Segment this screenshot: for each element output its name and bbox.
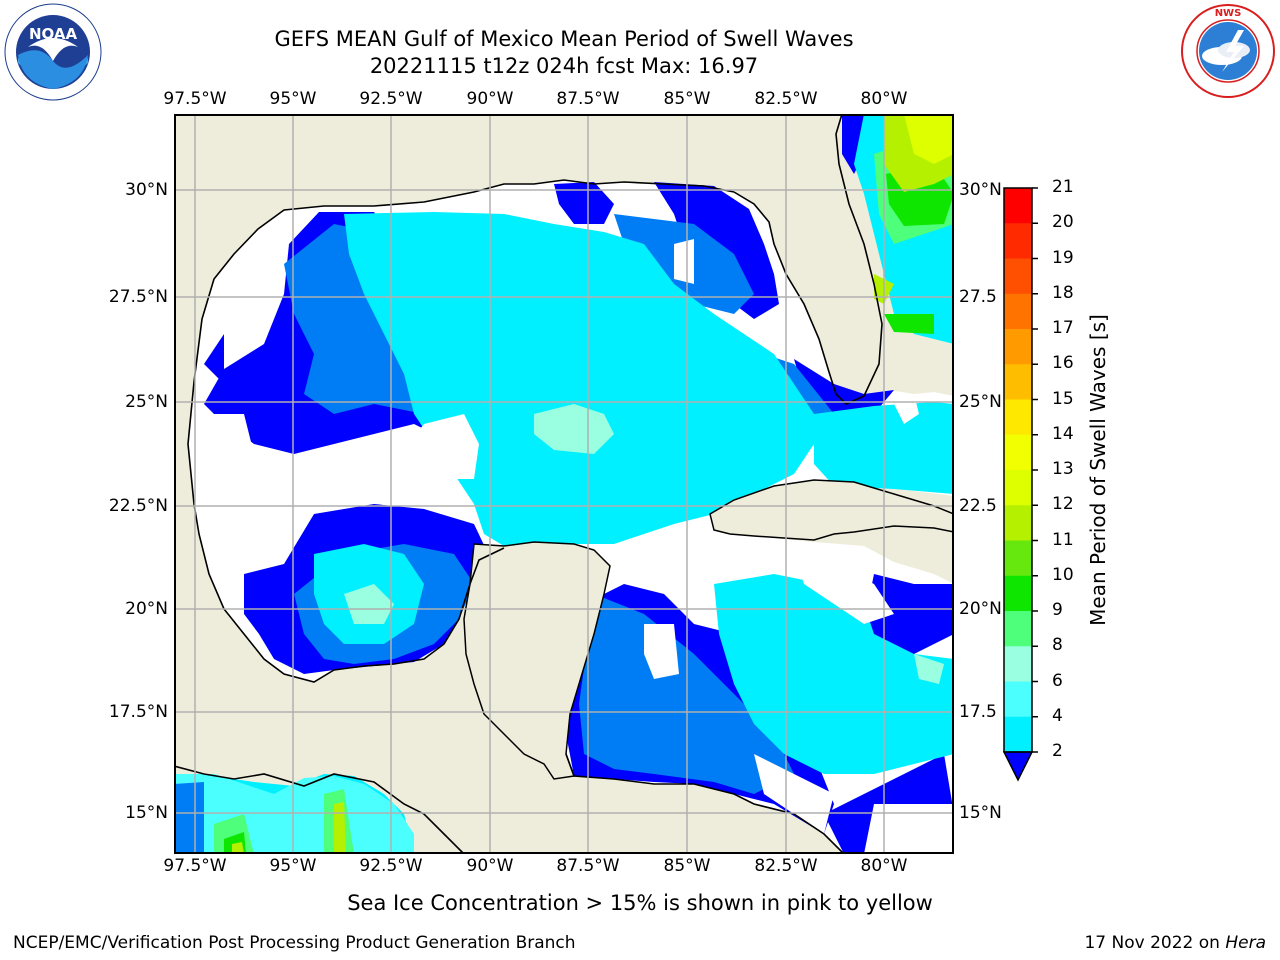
colorbar-band [1004, 716, 1032, 753]
colorbar-band [1004, 505, 1032, 541]
chart-subtitle: 20221115 t12z 024h fcst Max: 16.97 [369, 54, 759, 78]
lat-tick-right: 17.5 [959, 702, 997, 722]
colorbar-band [1004, 611, 1032, 647]
lon-tick-top: 97.5°W [163, 89, 227, 109]
nws-logo-icon: NWS [1181, 4, 1275, 98]
colorbar-tick-label: 2 [1052, 741, 1063, 761]
lon-tick-top: 80°W [860, 89, 908, 109]
lat-tick-left: 25°N [125, 392, 168, 412]
lon-tick-bottom: 92.5°W [359, 856, 423, 876]
colorbar-tick-label: 8 [1052, 635, 1063, 656]
lon-tick-top: 87.5°W [556, 89, 620, 109]
lat-tick-left: 17.5°N [108, 702, 168, 722]
lon-tick-bottom: 85°W [663, 856, 711, 876]
lon-tick-bottom: 97.5°W [163, 856, 227, 876]
cuba-landmass [709, 479, 954, 541]
colorbar-underflow-arrow [1002, 751, 1034, 782]
noaa-logo-icon: NOAA [4, 3, 102, 101]
colorbar-tick-label: 14 [1052, 423, 1074, 444]
colorbar-tick-label: 9 [1052, 600, 1063, 620]
colorbar-tick-label: 19 [1052, 247, 1074, 268]
lon-tick-top: 82.5°W [754, 89, 818, 109]
colorbar-tick-label: 11 [1052, 529, 1074, 550]
graticule [174, 114, 954, 854]
colorbar-band [1004, 681, 1032, 718]
lat-tick-right: 30°N [959, 180, 1002, 200]
lon-tick-top: 85°W [663, 89, 711, 109]
colorbar-band [1004, 575, 1032, 612]
lon-tick-bottom: 82.5°W [754, 856, 818, 876]
lat-tick-right: 27.5 [959, 287, 997, 307]
lat-tick-right: 25°N [959, 392, 1002, 412]
lat-tick-left: 15°N [125, 803, 168, 823]
colorbar-tick-label: 10 [1052, 564, 1074, 585]
lon-tick-bottom: 80°W [860, 856, 908, 876]
colorbar-tick-label: 20 [1052, 212, 1074, 233]
lat-tick-left: 20°N [125, 599, 168, 619]
lon-tick-bottom: 90°W [466, 856, 514, 876]
colorbar-band [1004, 293, 1032, 330]
colorbar-tick-label: 13 [1052, 459, 1074, 479]
swell-atlantic-regions [842, 114, 954, 344]
lon-tick-bottom: 87.5°W [556, 856, 620, 876]
map-frame [174, 114, 954, 854]
colorbar-label: Mean Period of Swell Waves [s] [1086, 314, 1110, 626]
credit-machine: Hera [1225, 933, 1266, 953]
chart-title: GEFS MEAN Gulf of Mexico Mean Period of … [274, 27, 854, 51]
colorbar-band [1004, 470, 1032, 506]
credit-left: NCEP/EMC/Verification Post Processing Pr… [13, 933, 576, 953]
colorbar-band [1004, 223, 1032, 259]
colorbar-band [1004, 434, 1032, 471]
colorbar [1002, 187, 1038, 782]
colorbar-band [1004, 188, 1032, 224]
lon-tick-bottom: 95°W [269, 856, 317, 876]
colorbar-band [1004, 540, 1032, 577]
lon-tick-top: 92.5°W [359, 89, 423, 109]
lat-tick-right: 15°N [959, 803, 1002, 823]
florida-coast [733, 114, 883, 405]
colorbar-band [1004, 364, 1032, 400]
colorbar-tick-label: 17 [1052, 318, 1074, 338]
colorbar-tick-label: 4 [1052, 705, 1063, 726]
colorbar-tick-label: 15 [1052, 388, 1074, 409]
lat-tick-right: 20°N [959, 599, 1002, 619]
lat-tick-left: 27.5°N [108, 287, 168, 307]
map-panel [174, 114, 954, 854]
lat-tick-left: 22.5°N [108, 496, 168, 516]
colorbar-band [1004, 399, 1032, 436]
central-america-coast [565, 753, 845, 854]
svg-text:NOAA: NOAA [29, 25, 78, 43]
colorbar-band [1004, 258, 1032, 295]
lat-tick-left: 30°N [125, 180, 168, 200]
colorbar-tick-label: 21 [1052, 177, 1074, 197]
credit-date: 17 Nov 2022 on [1084, 933, 1220, 953]
colorbar-tick-label: 12 [1052, 494, 1074, 515]
colorbar-tick-label: 18 [1052, 282, 1074, 303]
footnote: Sea Ice Concentration > 15% is shown in … [347, 891, 933, 915]
svg-text:NWS: NWS [1215, 8, 1242, 19]
lon-tick-top: 90°W [466, 89, 514, 109]
swell-pacific-regions [174, 774, 414, 854]
colorbar-band [1004, 646, 1032, 682]
no-data-holes [194, 239, 954, 854]
colorbar-tick-label: 16 [1052, 353, 1074, 374]
credit-right: 17 Nov 2022 on Hera [1084, 933, 1266, 953]
colorbar-tick-label: 6 [1052, 670, 1063, 691]
gulf-coastline [174, 179, 735, 854]
lon-tick-top: 95°W [269, 89, 317, 109]
lat-tick-right: 22.5 [959, 496, 997, 516]
colorbar-band [1004, 329, 1032, 365]
